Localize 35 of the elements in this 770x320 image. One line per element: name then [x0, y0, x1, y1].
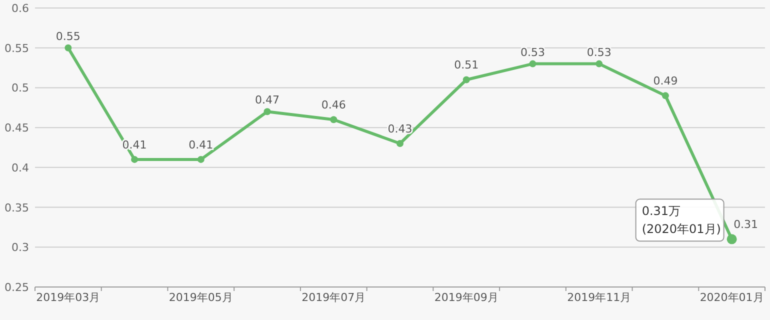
point: [596, 60, 603, 68]
annotation: 0.31万 (2020年01月): [642, 204, 721, 236]
data-label: 0.55: [56, 30, 80, 43]
data-label: 0.53: [586, 46, 612, 59]
point: [264, 108, 271, 116]
data-label: 0.49: [653, 74, 678, 88]
x-tick-label: 2019年07月: [302, 291, 366, 304]
y-tick-label: 0.25: [4, 281, 29, 294]
point: [197, 156, 204, 163]
data-label: 0.53: [520, 46, 545, 59]
y-tick-label: 0.35: [4, 201, 29, 214]
y-tick-label: 0.6: [12, 2, 29, 15]
x-tick-label: 2019年09月: [434, 291, 498, 304]
data-label: 0.41: [188, 138, 214, 152]
x-tick-label: 2019年05月: [168, 291, 233, 304]
x-tick-label: 2019年11月: [567, 291, 632, 304]
data-label: 0.47: [255, 94, 280, 107]
point: [64, 44, 72, 52]
x-tick-label: 2020年01月: [700, 291, 764, 304]
y-tick-label: 0.5: [12, 82, 29, 95]
point: [462, 76, 470, 84]
y-tick-label: 0.45: [4, 122, 29, 135]
point: [529, 60, 536, 68]
point: [662, 92, 669, 100]
data-label: 0.46: [321, 98, 346, 112]
y-tick-label: 0.4: [12, 161, 29, 174]
point: [330, 116, 338, 124]
data-label: 0.51: [454, 58, 479, 72]
point: [131, 156, 138, 163]
point: [396, 140, 404, 148]
data-label: 0.31: [734, 218, 758, 232]
y-tick-label: 0.3: [12, 241, 29, 254]
data-label: 0.43: [388, 122, 412, 136]
x-tick-label: 2019年03月: [36, 291, 100, 304]
y-tick-label: 0.55: [4, 42, 29, 55]
